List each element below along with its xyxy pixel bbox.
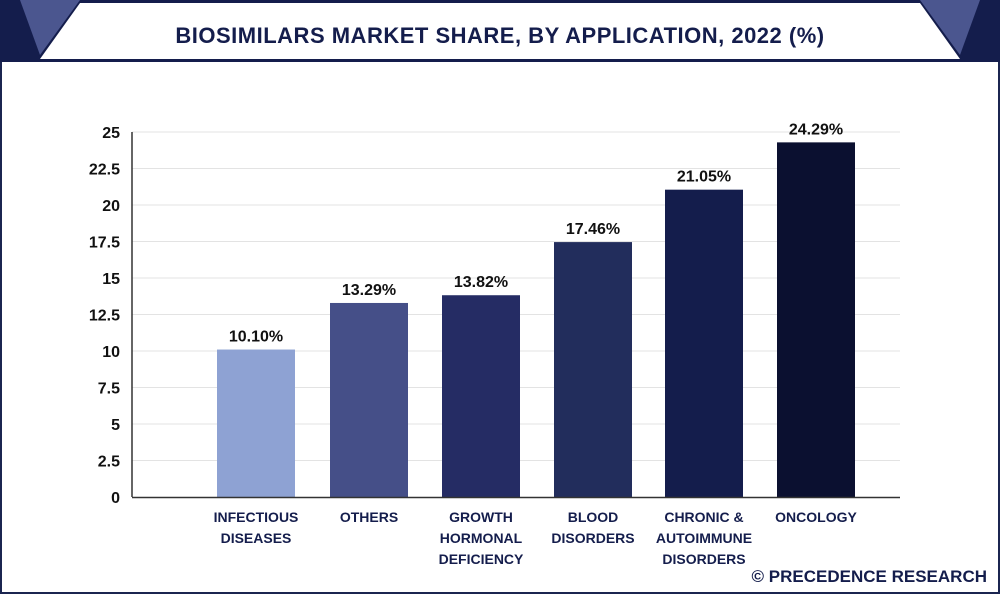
bar (217, 349, 295, 497)
x-axis-labels: INFECTIOUS DISEASES OTHERS GROWTH HORMONAL DE… (214, 509, 858, 567)
header-left-accent (20, 0, 80, 55)
y-tick-label: 10 (102, 344, 120, 361)
x-tick-label: HORMONAL (440, 530, 523, 546)
y-tick-label: 20 (102, 198, 120, 215)
data-label: 24.29% (789, 121, 843, 138)
y-tick-label: 17.5 (89, 235, 120, 252)
chart-title: BIOSIMILARS MARKET SHARE, BY APPLICATION… (175, 23, 824, 48)
bar (777, 142, 855, 497)
bar (442, 295, 520, 497)
header-right-accent (920, 0, 980, 55)
x-tick-label: ONCOLOGY (775, 509, 857, 525)
data-label: 13.29% (342, 282, 396, 299)
data-label: 10.10% (229, 329, 283, 346)
x-tick-label: DISORDERS (551, 530, 634, 546)
x-tick-label: BLOOD (568, 509, 619, 525)
y-tick-label: 0 (111, 490, 120, 507)
bars (217, 142, 855, 498)
x-tick-label: AUTOIMMUNE (656, 530, 752, 546)
watermark: © PRECEDENCE RESEARCH (752, 567, 987, 586)
x-tick-label: INFECTIOUS (214, 509, 299, 525)
data-labels: 10.10% 13.29% 13.82% 17.46% 21.05% 24.29% (229, 121, 843, 345)
x-tick-label: DISORDERS (662, 551, 745, 567)
y-tick-label: 5 (111, 417, 120, 434)
bar (665, 189, 743, 498)
bar (554, 242, 632, 497)
bar (330, 302, 408, 497)
y-tick-label: 7.5 (98, 381, 120, 398)
header-band: BIOSIMILARS MARKET SHARE, BY APPLICATION… (0, 0, 1000, 62)
y-tick-label: 22.5 (89, 162, 120, 179)
x-tick-label: OTHERS (340, 509, 398, 525)
y-tick-label: 2.5 (98, 454, 120, 471)
header-title-plate (40, 3, 960, 59)
y-tick-label: 12.5 (89, 308, 120, 325)
x-tick-label: GROWTH (449, 509, 513, 525)
x-tick-label: CHRONIC & (664, 509, 743, 525)
y-tick-label: 15 (102, 271, 120, 288)
x-tick-label: DEFICIENCY (439, 551, 524, 567)
data-label: 21.05% (677, 169, 731, 186)
data-label: 17.46% (566, 221, 620, 238)
y-tick-label: 25 (102, 125, 120, 142)
x-tick-label: DISEASES (221, 530, 292, 546)
y-axis-ticks: 0 2.5 5 7.5 10 12.5 15 17.5 20 22.5 25 (89, 125, 120, 507)
data-label: 13.82% (454, 274, 508, 291)
